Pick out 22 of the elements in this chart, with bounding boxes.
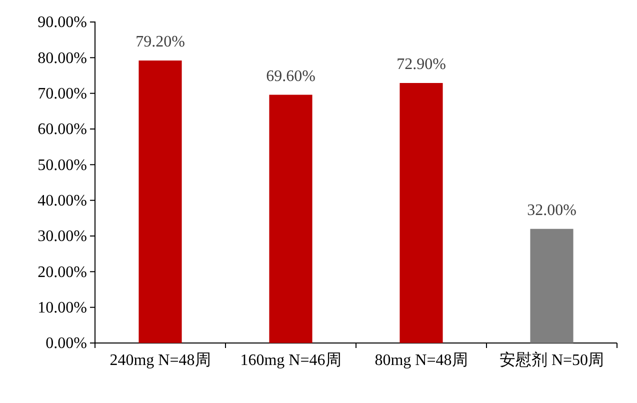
x-tick-label: 160mg N=46周 bbox=[240, 352, 342, 369]
y-tick-label: 60.00% bbox=[38, 121, 87, 138]
y-tick-label: 80.00% bbox=[38, 50, 87, 67]
bar bbox=[269, 94, 312, 343]
bar bbox=[400, 82, 443, 343]
data-label: 69.60% bbox=[266, 68, 316, 85]
data-label: 72.90% bbox=[396, 56, 446, 73]
y-tick-label: 30.00% bbox=[38, 228, 87, 246]
y-tick-label: 90.00% bbox=[38, 14, 87, 32]
x-tick-label: 80mg N=48周 bbox=[374, 352, 468, 369]
x-tick-label: 安慰剂 N=50周 bbox=[499, 351, 604, 369]
y-tick-label: 70.00% bbox=[38, 85, 87, 102]
y-tick-label: 10.00% bbox=[38, 299, 87, 316]
x-tick-label: 240mg N=48周 bbox=[110, 352, 211, 369]
y-tick-label: 0.00% bbox=[46, 335, 87, 352]
data-label: 79.20% bbox=[136, 34, 185, 51]
y-tick-label: 20.00% bbox=[38, 264, 87, 281]
y-tick-label: 50.00% bbox=[38, 156, 87, 174]
bar bbox=[138, 60, 182, 343]
bar bbox=[530, 228, 574, 343]
data-label: 32.00% bbox=[527, 202, 576, 219]
y-tick-label: 40.00% bbox=[38, 192, 87, 210]
